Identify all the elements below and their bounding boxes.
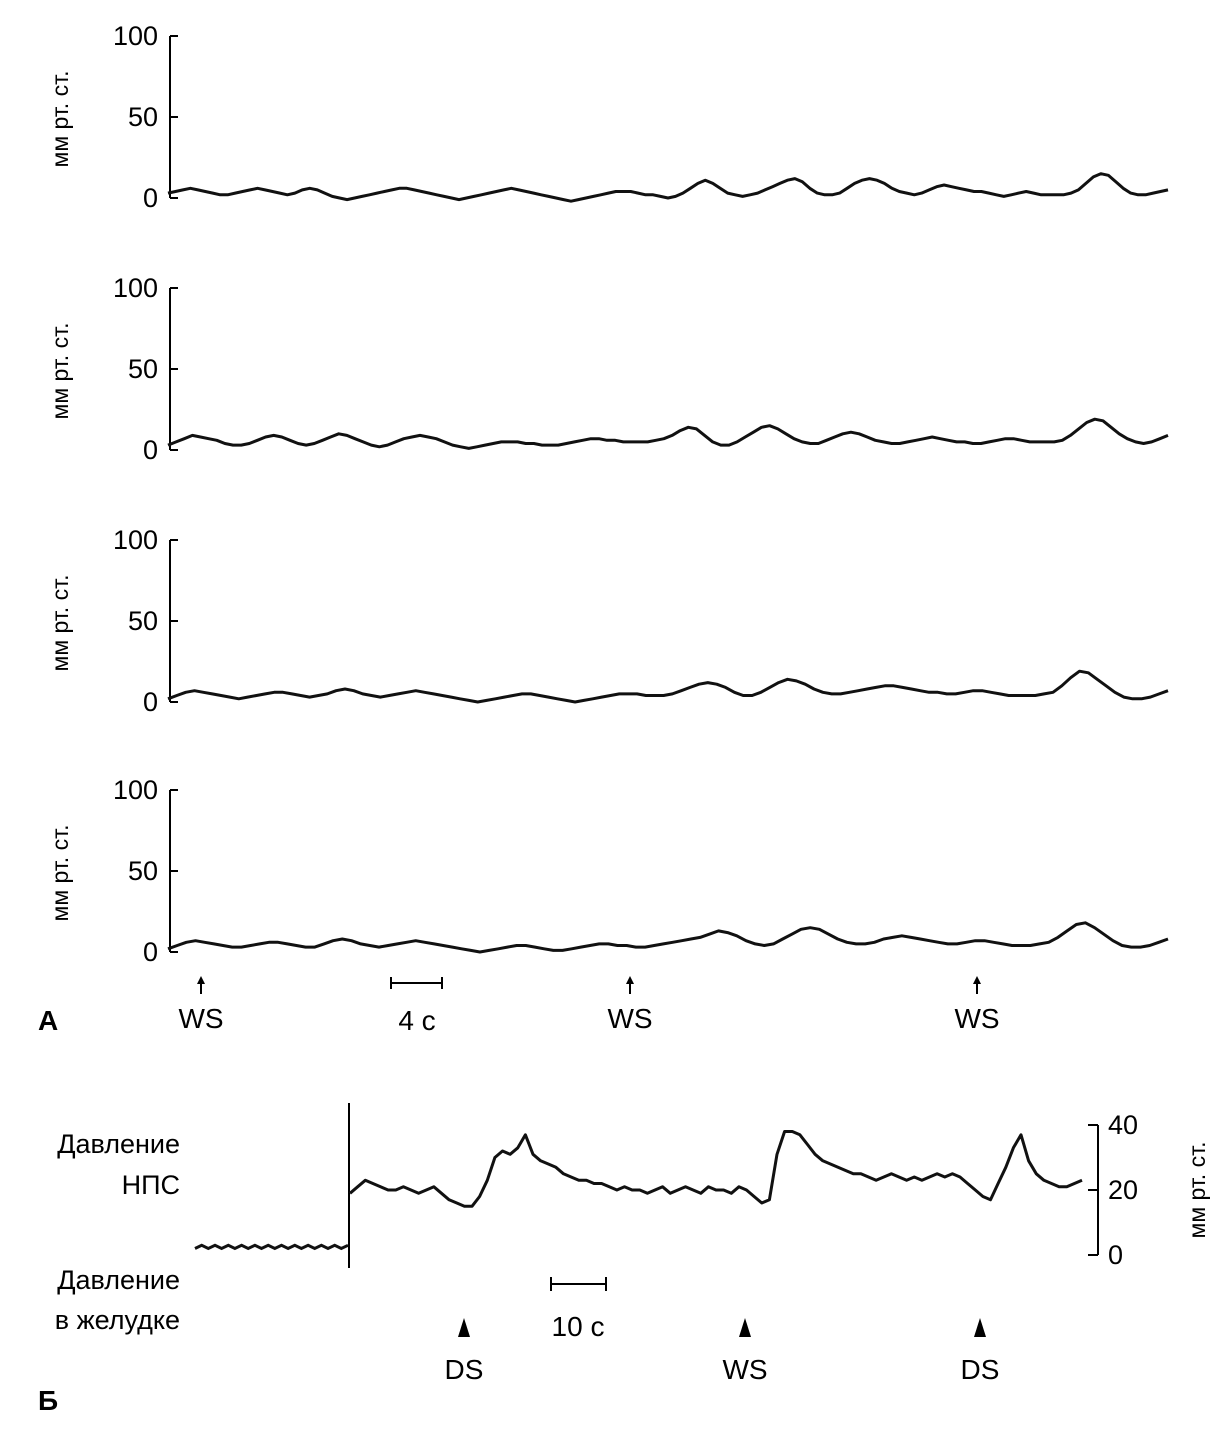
gastric-pressure-trace	[194, 1243, 349, 1251]
event-arrowhead	[458, 1318, 470, 1337]
y-tick-label: 0	[143, 435, 158, 465]
y-axis-label: мм рт. ст.	[47, 575, 73, 672]
event-label: WS	[954, 1003, 999, 1034]
event-label: WS	[607, 1003, 652, 1034]
panel-a: 100 50 0 мм рт. ст. 100 50 0 мм рт. ст. 100 50 0 мм…	[38, 21, 1169, 1036]
les-pressure-trace	[349, 1130, 1083, 1208]
event-arrowhead	[974, 1318, 986, 1337]
pressure-trace	[167, 172, 1169, 203]
y-tick-label: 0	[1108, 1240, 1123, 1270]
y-axis-label: мм рт. ст.	[1184, 1142, 1210, 1239]
panel-label: Б	[38, 1385, 58, 1416]
y-tick-label: 100	[113, 273, 158, 303]
y-tick-label: 0	[143, 183, 158, 213]
y-tick-label: 40	[1108, 1110, 1138, 1140]
pressure-trace	[167, 669, 1169, 704]
y-tick-label: 50	[128, 856, 158, 886]
y-tick-label: 50	[128, 354, 158, 384]
time-scale-label: 4 с	[398, 1005, 435, 1036]
les-pressure-label-line1: Давление	[57, 1129, 180, 1159]
event-label: DS	[445, 1354, 484, 1385]
y-tick-label: 50	[128, 102, 158, 132]
event-arrow-head	[626, 976, 634, 984]
gastric-pressure-label-line1: Давление	[57, 1265, 180, 1295]
event-label: WS	[722, 1354, 767, 1385]
gastric-pressure-label-line2: в желудке	[55, 1305, 180, 1335]
y-tick-label: 100	[113, 525, 158, 555]
panel-b: 40 20 0 мм рт. ст. Давление НПС Давление в желу…	[38, 1103, 1210, 1416]
y-tick-label: 100	[113, 775, 158, 805]
event-label: DS	[961, 1354, 1000, 1385]
y-axis-label: мм рт. ст.	[47, 323, 73, 420]
y-axis-label: мм рт. ст.	[47, 825, 73, 922]
trace-panel-2: 100 50 0 мм рт. ст.	[47, 273, 1169, 465]
y-tick-label: 50	[128, 606, 158, 636]
time-scale-label: 10 с	[552, 1311, 605, 1342]
les-pressure-label-line2: НПС	[122, 1170, 180, 1200]
event-arrow-head	[973, 976, 981, 984]
y-tick-label: 100	[113, 21, 158, 51]
time-scale-bar	[550, 1277, 607, 1291]
event-label: WS	[178, 1003, 223, 1034]
time-scale-bar	[390, 977, 443, 989]
event-arrow-head	[197, 976, 205, 984]
trace-panel-4: 100 50 0 мм рт. ст.	[47, 775, 1169, 967]
y-axis-label: мм рт. ст.	[47, 71, 73, 168]
pressure-trace	[167, 921, 1169, 954]
trace-panel-3: 100 50 0 мм рт. ст.	[47, 525, 1169, 717]
y-tick-label: 20	[1108, 1175, 1138, 1205]
pressure-trace	[167, 417, 1169, 450]
trace-panel-1: 100 50 0 мм рт. ст.	[47, 21, 1169, 213]
y-tick-label: 0	[143, 687, 158, 717]
y-tick-label: 0	[143, 937, 158, 967]
panel-label: A	[38, 1005, 58, 1036]
event-arrowhead	[739, 1318, 751, 1337]
